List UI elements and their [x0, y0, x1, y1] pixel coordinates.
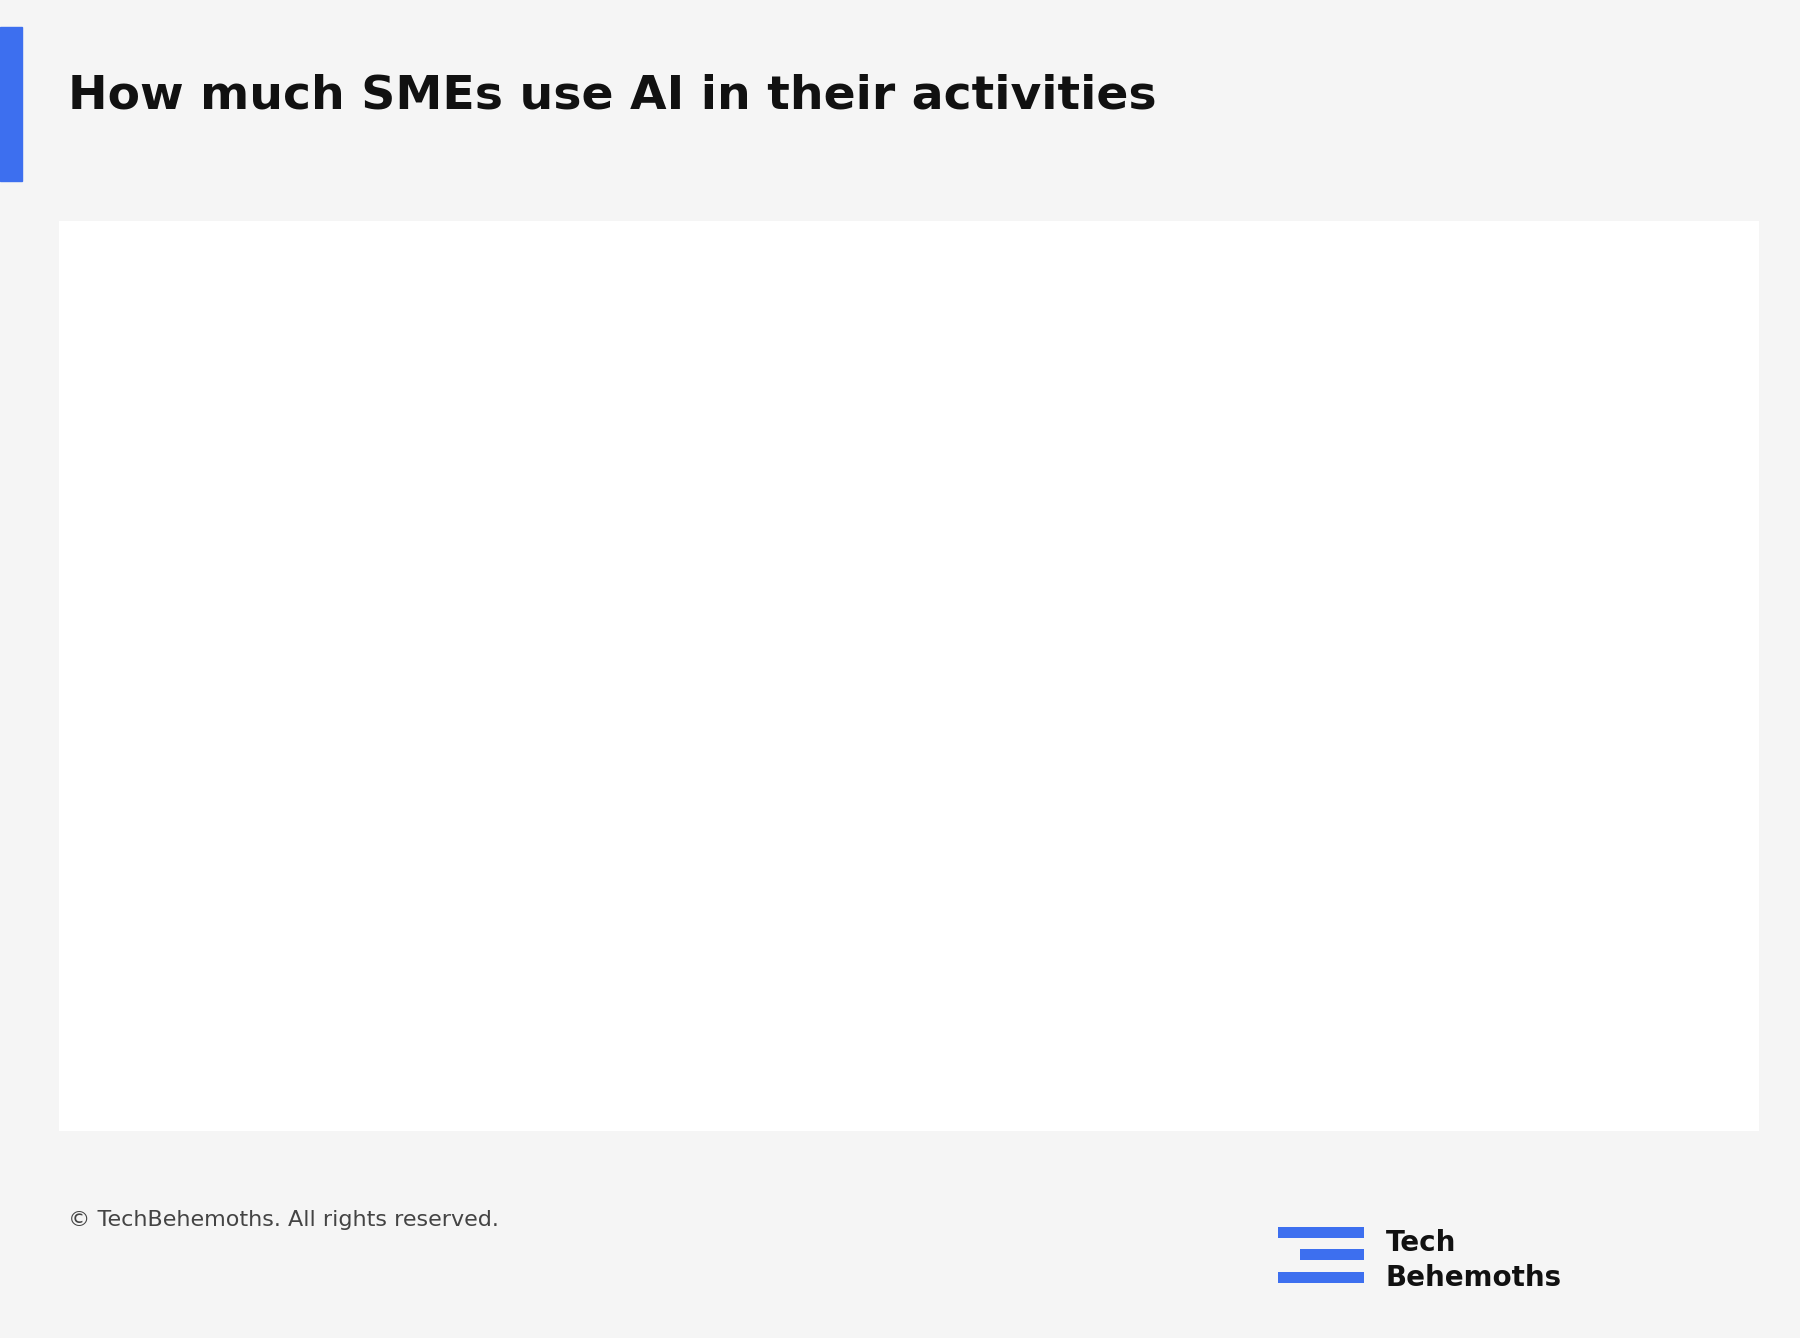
Text: Tech
Behemoths: Tech Behemoths: [1386, 1228, 1562, 1293]
Bar: [1066, 577, 1233, 1057]
Bar: [1278, 1227, 1364, 1238]
Text: 32.71%: 32.71%: [1093, 541, 1208, 569]
Text: 7.37%: 7.37%: [1519, 913, 1616, 941]
Text: How much SMEs use AI in their activities: How much SMEs use AI in their activities: [68, 74, 1157, 119]
Text: 45.16%: 45.16%: [673, 357, 790, 385]
Bar: [1278, 1271, 1364, 1283]
Text: © TechBehemoths. All rights reserved.: © TechBehemoths. All rights reserved.: [68, 1211, 499, 1230]
Bar: [1485, 949, 1651, 1057]
Bar: [230, 862, 396, 1057]
Bar: [648, 395, 815, 1057]
Text: 13.36%: 13.36%: [256, 824, 371, 852]
Bar: [1300, 1250, 1364, 1260]
